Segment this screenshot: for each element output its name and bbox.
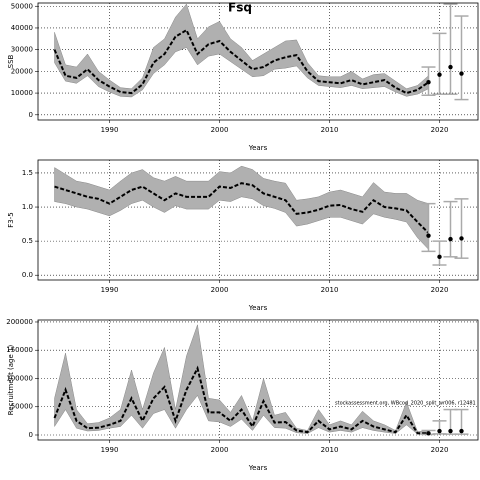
forecast-point [459,236,464,241]
y-tick-label: 100000 [6,374,33,382]
forecast-point [448,428,453,434]
y-tick-label: 0.5 [22,237,33,245]
estimate-line [53,365,429,435]
forecast-point [426,233,431,238]
y-tick-label: 1.5 [22,169,33,177]
y-tick-label: 0.0 [22,271,33,279]
x-axis-label: Years [248,464,268,472]
estimate-line [54,182,430,234]
x-tick-label: 2000 [211,126,229,134]
annotation: stockassessment.org, WBcod_2020_split_wr… [335,401,476,407]
y-axis-label: F3-5 [7,212,15,227]
y-tick-label: 10000 [11,89,33,97]
x-tick-label: 1990 [101,286,119,294]
x-tick-label: 2010 [321,446,339,454]
forecast-point [437,72,442,77]
y-axis-label: Recruitment (age 1) [7,345,15,416]
forecast-point [426,80,431,85]
y-tick-label: 0 [29,431,33,439]
x-tick-label: 2020 [431,126,449,134]
forecast-point [437,254,442,260]
x-tick-label: 2000 [211,446,229,454]
x-axis-label: Years [248,144,268,152]
chart-title: Fsq [228,1,252,15]
plot-frame [37,319,479,441]
x-tick-label: 2020 [431,286,449,294]
y-tick-label: 20000 [11,67,33,75]
x-tick-label: 2010 [321,126,339,134]
x-axis-label: Years [248,304,268,312]
confidence-band [54,165,429,250]
x-tick-label: 2010 [321,286,339,294]
y-tick-label: 40000 [11,24,33,32]
forecast-point [459,71,464,76]
y-axis-label: SSB [7,54,15,68]
forecast-point [437,428,442,434]
confidence-band [54,324,429,435]
plot-frame [37,2,479,121]
y-tick-label: 0 [29,111,33,119]
y-tick-label: 150000 [6,346,33,354]
x-tick-label: 1990 [101,126,119,134]
estimate-line [53,28,430,95]
y-tick-label: 200000 [6,318,33,326]
forecast-point [448,64,453,70]
forecast-point [426,431,431,436]
y-tick-label: 50000 [11,2,33,10]
y-tick-label: 1.0 [22,203,33,211]
plot-frame [37,159,479,281]
x-tick-label: 1990 [101,446,119,454]
y-tick-label: 30000 [11,46,33,54]
x-tick-label: 2000 [211,286,229,294]
x-tick-label: 2020 [431,446,449,454]
forecast-point [448,236,453,242]
forecast-point [459,428,464,434]
y-tick-label: 50000 [11,403,33,411]
